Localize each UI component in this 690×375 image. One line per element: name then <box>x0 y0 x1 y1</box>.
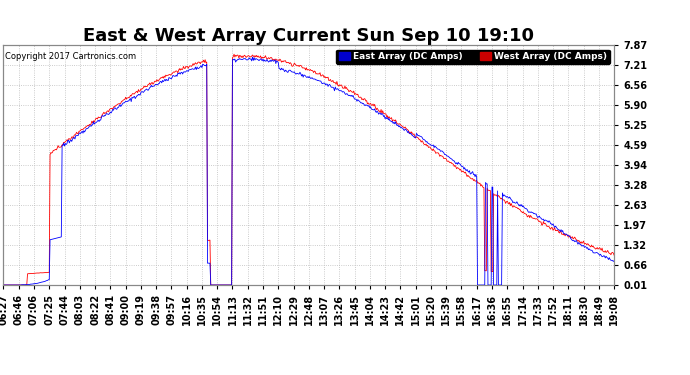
Title: East & West Array Current Sun Sep 10 19:10: East & West Array Current Sun Sep 10 19:… <box>83 27 534 45</box>
Legend: East Array (DC Amps), West Array (DC Amps): East Array (DC Amps), West Array (DC Amp… <box>337 50 609 64</box>
Text: Copyright 2017 Cartronics.com: Copyright 2017 Cartronics.com <box>5 52 136 61</box>
